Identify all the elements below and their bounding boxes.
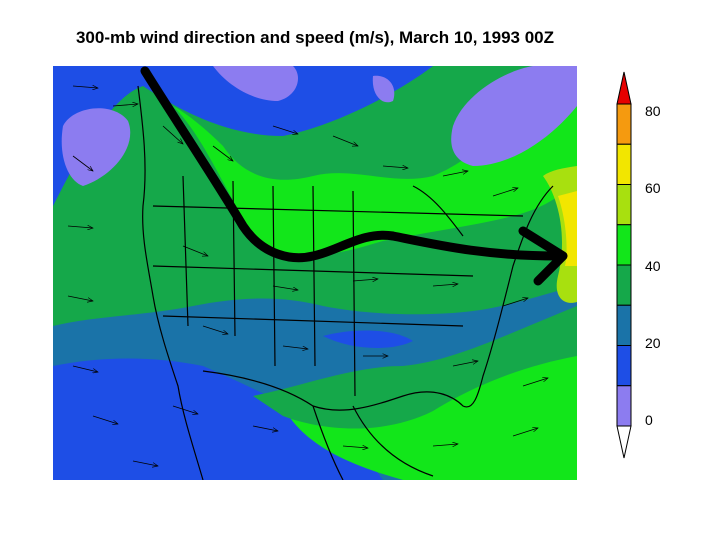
wind-vector [432, 444, 458, 446]
band-0-10-west [61, 108, 131, 186]
band-10-20-pocket [323, 330, 413, 348]
wind-vector [432, 284, 458, 286]
colorbar-level-above-80 [616, 71, 632, 105]
jet-stream-path [140, 66, 563, 263]
wind-vector [182, 245, 208, 256]
map-title: 300-mb wind direction and speed (m/s), M… [75, 28, 555, 47]
colorbar-level-0-10 [616, 385, 632, 427]
colorbar-level-40-50 [616, 224, 632, 266]
colorbar-level-70-80 [616, 103, 632, 145]
wind-vector [452, 361, 478, 367]
colorbar-level-below-0 [616, 425, 632, 459]
band-30-40-south [253, 306, 577, 429]
wind-vector [212, 145, 233, 161]
wind-vector [492, 188, 518, 197]
colorbar-label-20: 20 [645, 335, 661, 351]
wind-vector [252, 425, 278, 431]
wind-vector [382, 166, 408, 168]
band-60-70 [558, 191, 577, 266]
wind-vector [132, 460, 158, 466]
wind-vectors [67, 86, 548, 466]
wind-vector [522, 378, 548, 387]
colorbar-label-80: 80 [645, 103, 661, 119]
colorbar-level-10-20 [616, 345, 632, 387]
wind-vector [332, 135, 358, 146]
band-0-10-east [451, 66, 577, 166]
colorbar-label-0: 0 [645, 412, 653, 428]
geographic-boundaries [137, 85, 554, 480]
wind-vector [352, 279, 378, 281]
wind-vector [172, 405, 198, 414]
colorbar-level-20-30 [616, 304, 632, 346]
colorbar-level-30-40 [616, 264, 632, 306]
wind-vector [502, 298, 528, 307]
colorbar-label-40: 40 [645, 258, 661, 274]
wind-vector [162, 125, 183, 144]
wind-vector [72, 86, 98, 88]
colorbar-level-60-70 [616, 143, 632, 185]
band-40-50-south [283, 346, 577, 480]
wind-vector [272, 285, 298, 290]
wind-vector [67, 295, 93, 301]
band-40-50 [173, 66, 577, 256]
colorbar-level-50-60 [616, 184, 632, 226]
wind-vector [67, 226, 93, 228]
wind-speed-colorbar [616, 71, 632, 459]
wind-speed-map [53, 66, 577, 480]
wind-vector [92, 415, 118, 424]
band-0-10-north [213, 66, 298, 101]
wind-vector [202, 325, 228, 334]
wind-vector [112, 104, 138, 106]
wind-vector [512, 428, 538, 437]
wind-vector [342, 446, 368, 448]
jet-stream-arrowhead [518, 226, 568, 286]
band-0-10-small [372, 75, 395, 103]
wind-vector [442, 171, 468, 177]
wind-vector [72, 155, 93, 171]
colorbar-label-60: 60 [645, 180, 661, 196]
wind-vector [272, 125, 298, 134]
wind-vector [72, 365, 98, 372]
wind-vector [282, 345, 308, 349]
